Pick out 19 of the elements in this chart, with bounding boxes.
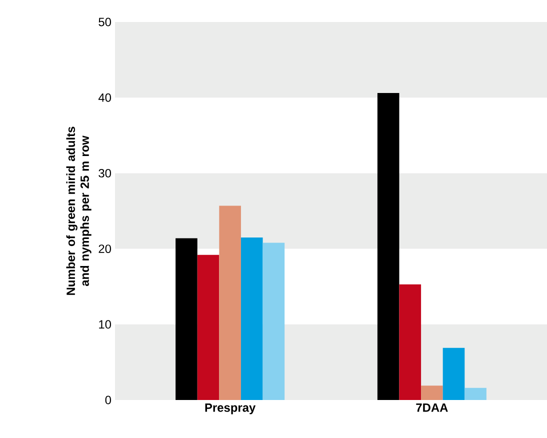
y-axis-title: Number of green mirid adults and nymphs per 25 m row [66, 126, 92, 295]
y-tick-label: 50 [98, 18, 112, 26]
bar [197, 254, 220, 400]
y-tick-label: 10 [99, 320, 112, 329]
bar [219, 206, 241, 400]
bar [240, 237, 263, 400]
y-tick-label: 0 [105, 396, 112, 404]
bar [399, 284, 422, 400]
x-tick-label: 7DAA [416, 404, 448, 412]
bar [176, 238, 198, 400]
bar [421, 386, 443, 400]
y-tick-label: 20 [98, 244, 112, 254]
y-tick-label: 40 [98, 93, 112, 102]
bar [262, 242, 285, 400]
x-tick-label: Prespray [205, 404, 256, 414]
y-tick-label: 30 [98, 168, 112, 178]
bar [442, 348, 465, 400]
bar [464, 388, 486, 400]
bar [377, 93, 400, 400]
